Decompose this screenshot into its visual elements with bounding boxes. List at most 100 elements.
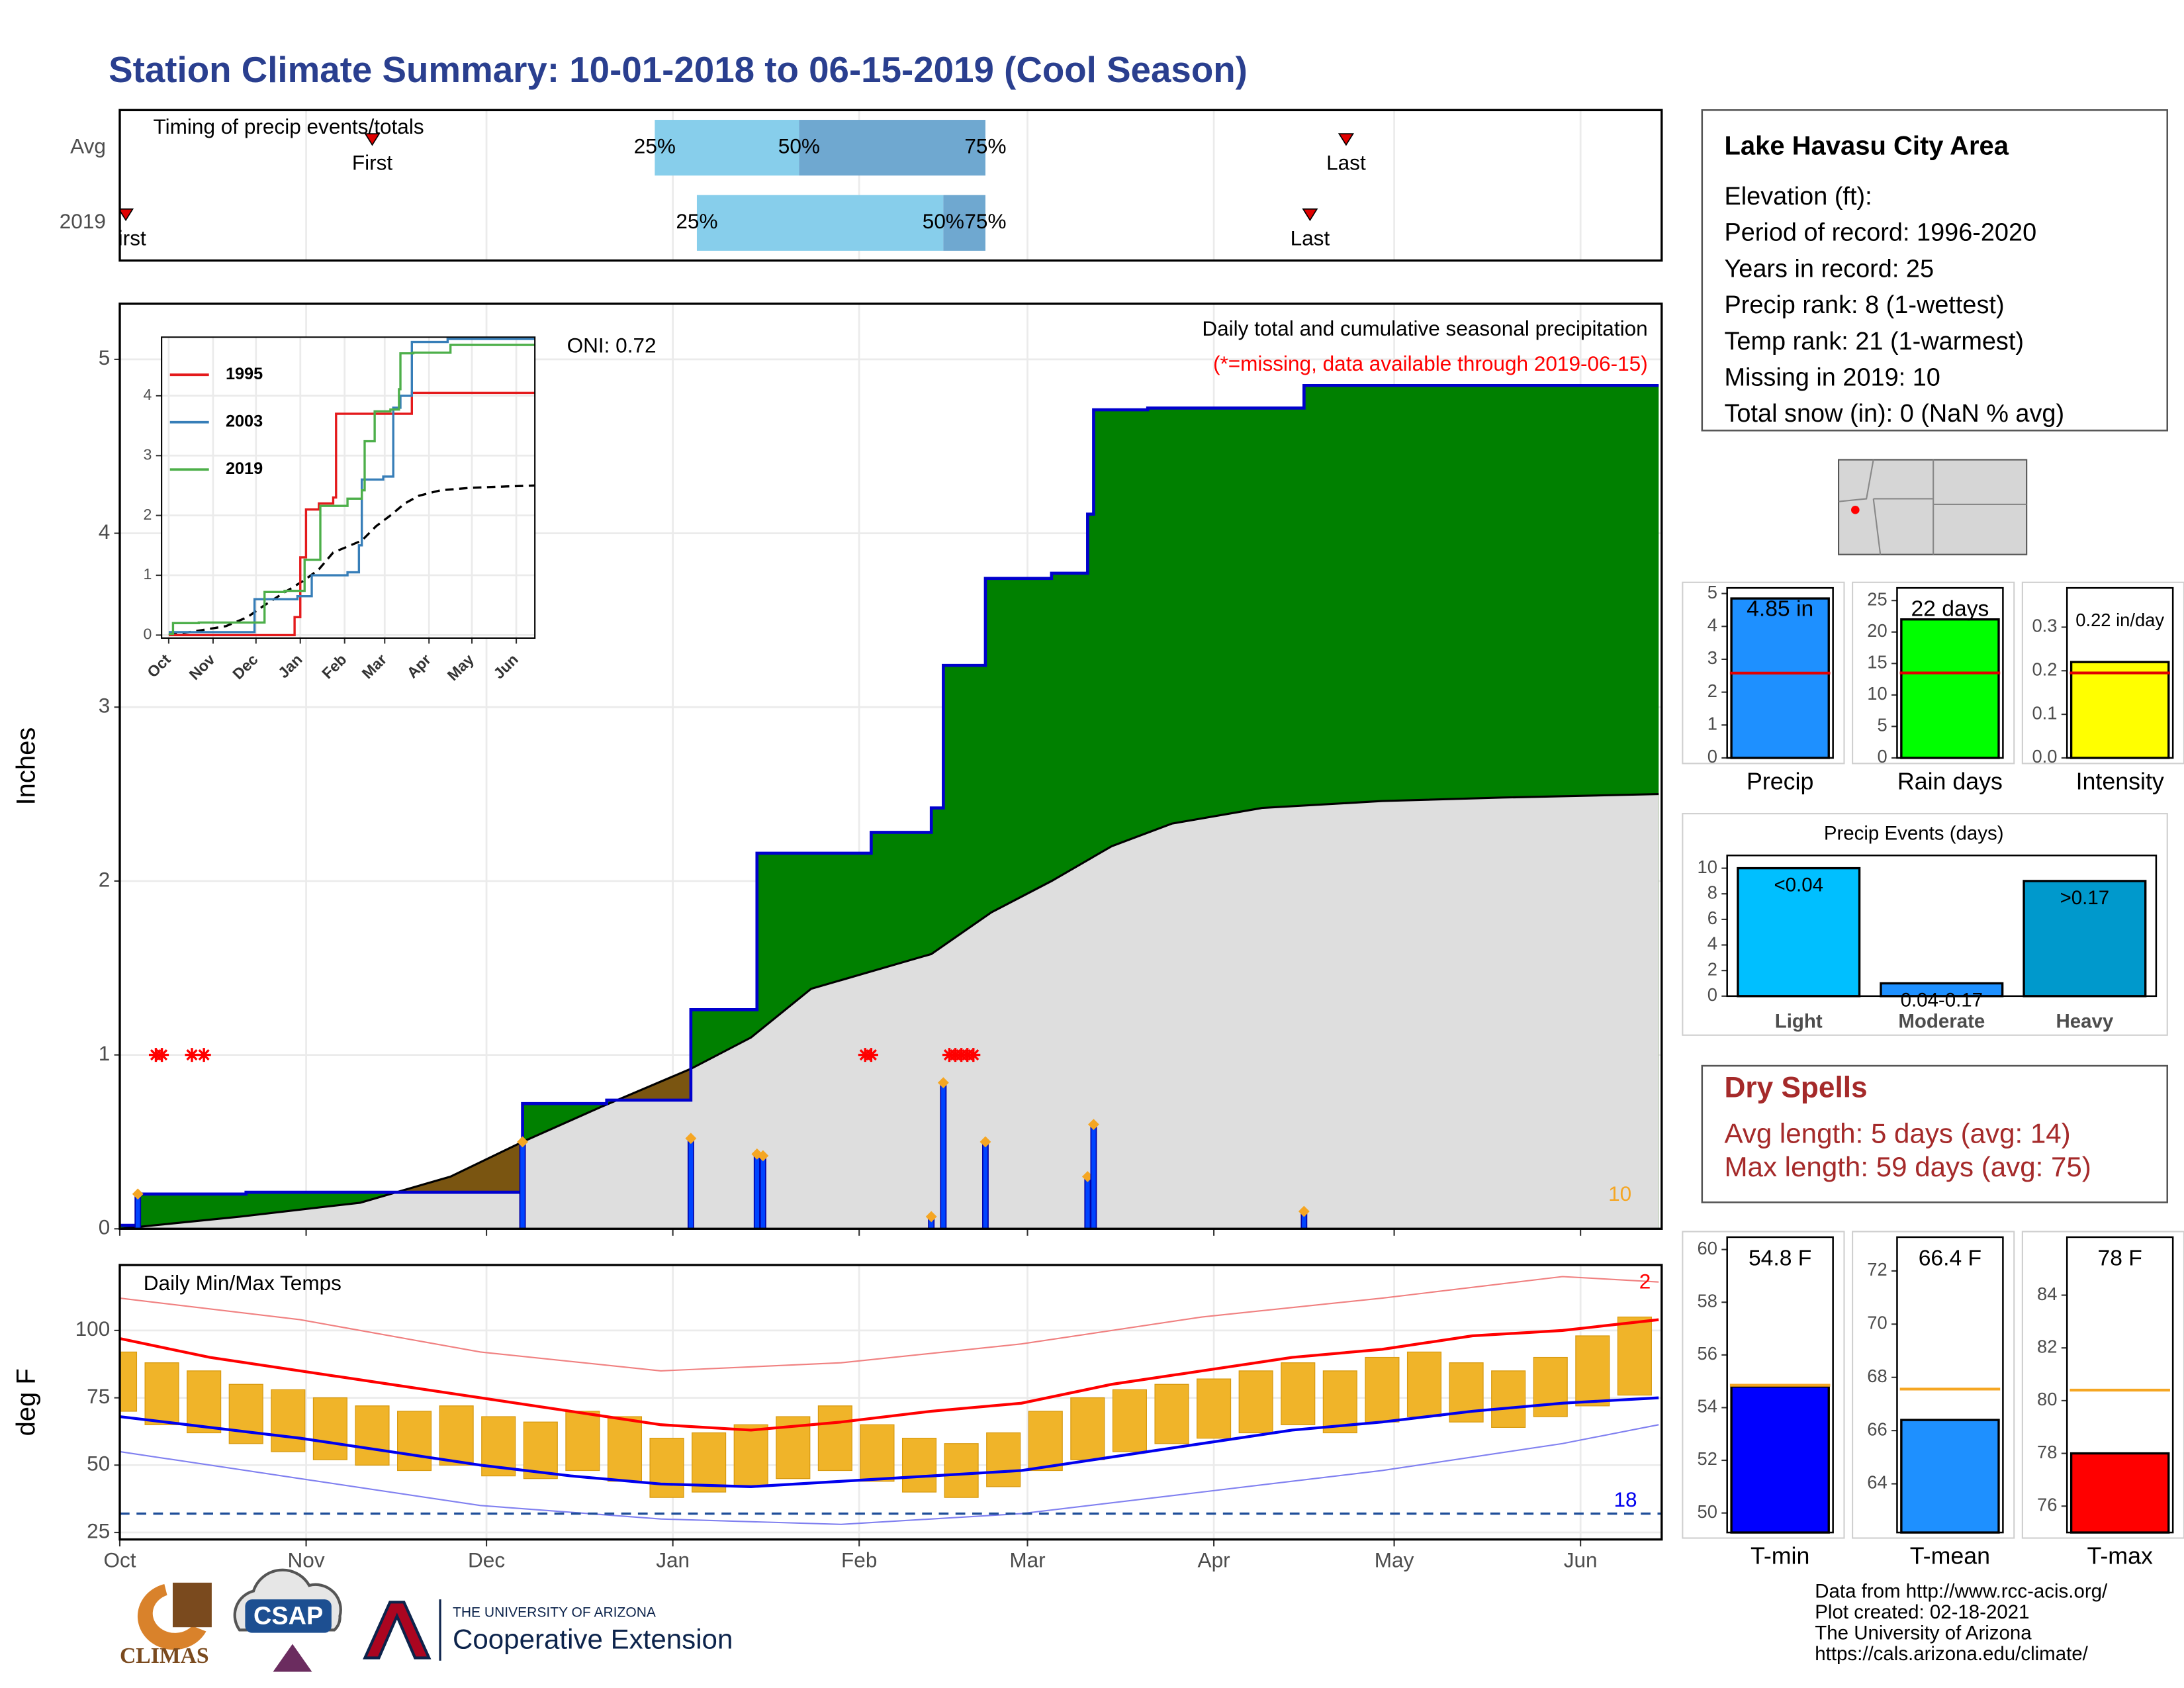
daily-bar (687, 1137, 694, 1230)
y-tick-label: 56 (1698, 1343, 1717, 1364)
y-tick-label: 58 (1698, 1290, 1717, 1311)
y-tick-label: 0 (99, 1215, 111, 1239)
climas-text: CLIMAS (120, 1644, 209, 1668)
temperature-bar (1154, 1383, 1189, 1444)
y-tick-label: 0.2 (2032, 659, 2057, 679)
y-tick-label: 50 (1698, 1501, 1717, 1522)
y-tick-label: 0.1 (2032, 702, 2057, 723)
panel-title: Timing of precip events/totals (154, 115, 424, 138)
station-line: Years in record: 25 (1724, 255, 1934, 283)
y-tick-label: 0 (1707, 984, 1717, 1005)
average-line (119, 793, 1659, 1230)
footer-line: Data from http://www.rcc-acis.org/ (1815, 1580, 2108, 1602)
x-tick-label: Jan (656, 1548, 690, 1572)
category-label: T-max (2087, 1542, 2153, 1569)
y-tick-label: 25 (1867, 588, 1887, 609)
daily-bar (759, 1155, 766, 1230)
station-line: Period of record: 1996-2020 (1724, 219, 2036, 247)
csap-badge (245, 1599, 332, 1633)
annotation: ONI: 0.72 (567, 333, 657, 357)
event-marker (119, 208, 134, 222)
temperature-bar (187, 1370, 222, 1434)
y-tick-label: 4 (1707, 933, 1717, 954)
temperature-bar (1281, 1362, 1316, 1425)
quartile-bar (696, 195, 944, 251)
record-high-line (119, 1276, 1659, 1372)
temperature-bar (1112, 1389, 1147, 1452)
daily-marker (685, 1133, 697, 1145)
panel-title: Daily total and cumulative seasonal prec… (1202, 316, 1647, 340)
x-tick-label: Jun (1564, 1548, 1598, 1572)
page-title: Station Climate Summary: 10-01-2018 to 0… (109, 49, 1248, 90)
temperature-bar (1365, 1356, 1400, 1423)
station-line: Elevation (ft): (1724, 183, 1872, 211)
map-borders (1838, 459, 2027, 555)
event-label: First (105, 226, 146, 250)
daily-bar (1084, 1176, 1091, 1230)
y-tick-label: 3 (144, 445, 152, 463)
y-tick-label: 5 (1878, 715, 1888, 735)
temperature-marks (119, 1276, 1662, 1525)
y-tick-label: 70 (1867, 1313, 1887, 1333)
legend-label: 2003 (226, 412, 263, 430)
station-title: Lake Havasu City Area (1724, 132, 2009, 161)
panel-frame (1896, 586, 2004, 759)
category-label: Heavy (2056, 1011, 2113, 1033)
missing-marker (966, 1048, 981, 1062)
quartile-label: 25% (676, 209, 717, 233)
quartile-label: 25% (634, 134, 676, 158)
daily-marker (1298, 1205, 1310, 1217)
daily-bar (753, 1153, 760, 1230)
temperature-bar (1575, 1335, 1610, 1407)
dry-spells-line: Avg length: 5 days (avg: 14) (1724, 1117, 2070, 1149)
category-label: Rain days (1897, 768, 2003, 794)
temperature-bar (1617, 1316, 1652, 1396)
station-frame (1701, 109, 2169, 432)
footer-line: https://cals.arizona.edu/climate/ (1815, 1643, 2088, 1665)
event-label: Last (1291, 226, 1330, 250)
y-tick-label: 2 (144, 506, 152, 523)
y-tick-label: 2 (1707, 680, 1717, 701)
daily-marker (132, 1188, 144, 1200)
daily-marker (757, 1150, 769, 1162)
footer: Data from http://www.rcc-acis.org/ Plot … (1815, 1580, 2108, 1665)
temperature-bar (119, 1351, 138, 1412)
y-tick-label: 0 (144, 626, 152, 643)
csap-text: CSAP (253, 1602, 323, 1630)
station-line: Temp rank: 21 (1-warmest) (1724, 328, 2024, 355)
station-line: Precip rank: 8 (1-wettest) (1724, 291, 2004, 319)
average-high-line (119, 1318, 1659, 1432)
temperature-bar (649, 1437, 684, 1498)
missing-marker (197, 1048, 211, 1062)
station-box: Lake Havasu City Area Elevation (ft): Pe… (1701, 109, 2169, 432)
footer-line: The University of Arizona (1815, 1622, 2032, 1644)
event-label: Last (1326, 151, 1366, 175)
y-tick-label: 4 (99, 520, 111, 543)
bar (2070, 661, 2170, 759)
bar (1737, 867, 1861, 998)
panel-frame (1726, 1236, 1834, 1534)
bar (1730, 597, 1830, 759)
y-tick-label: 2 (99, 867, 111, 891)
value-label: 4.85 in (1747, 597, 1813, 622)
bar (1900, 1419, 2000, 1534)
panel-subtitle: (*=missing, data available through 2019-… (1213, 352, 1648, 375)
legend-label: 2019 (226, 459, 263, 478)
event-marker (1302, 208, 1318, 222)
temperature-bar (312, 1397, 347, 1460)
temperature-bar (396, 1411, 432, 1472)
y-tick-label: 0 (1707, 746, 1717, 767)
temperature-bar (1238, 1370, 1273, 1434)
category-label: Precip (1747, 768, 1813, 794)
series-line (168, 338, 535, 633)
station-line: Missing in 2019: 10 (1724, 363, 1940, 391)
x-tick-label: Oct (103, 1548, 136, 1572)
series-line (168, 391, 535, 637)
category-label: T-min (1751, 1542, 1809, 1569)
panel-frame (118, 1264, 1663, 1541)
missing-marker (185, 1048, 199, 1062)
temperature-bar (692, 1432, 727, 1493)
x-tick-label: Dec (468, 1548, 505, 1572)
value-label: 66.4 F (1919, 1246, 1981, 1270)
